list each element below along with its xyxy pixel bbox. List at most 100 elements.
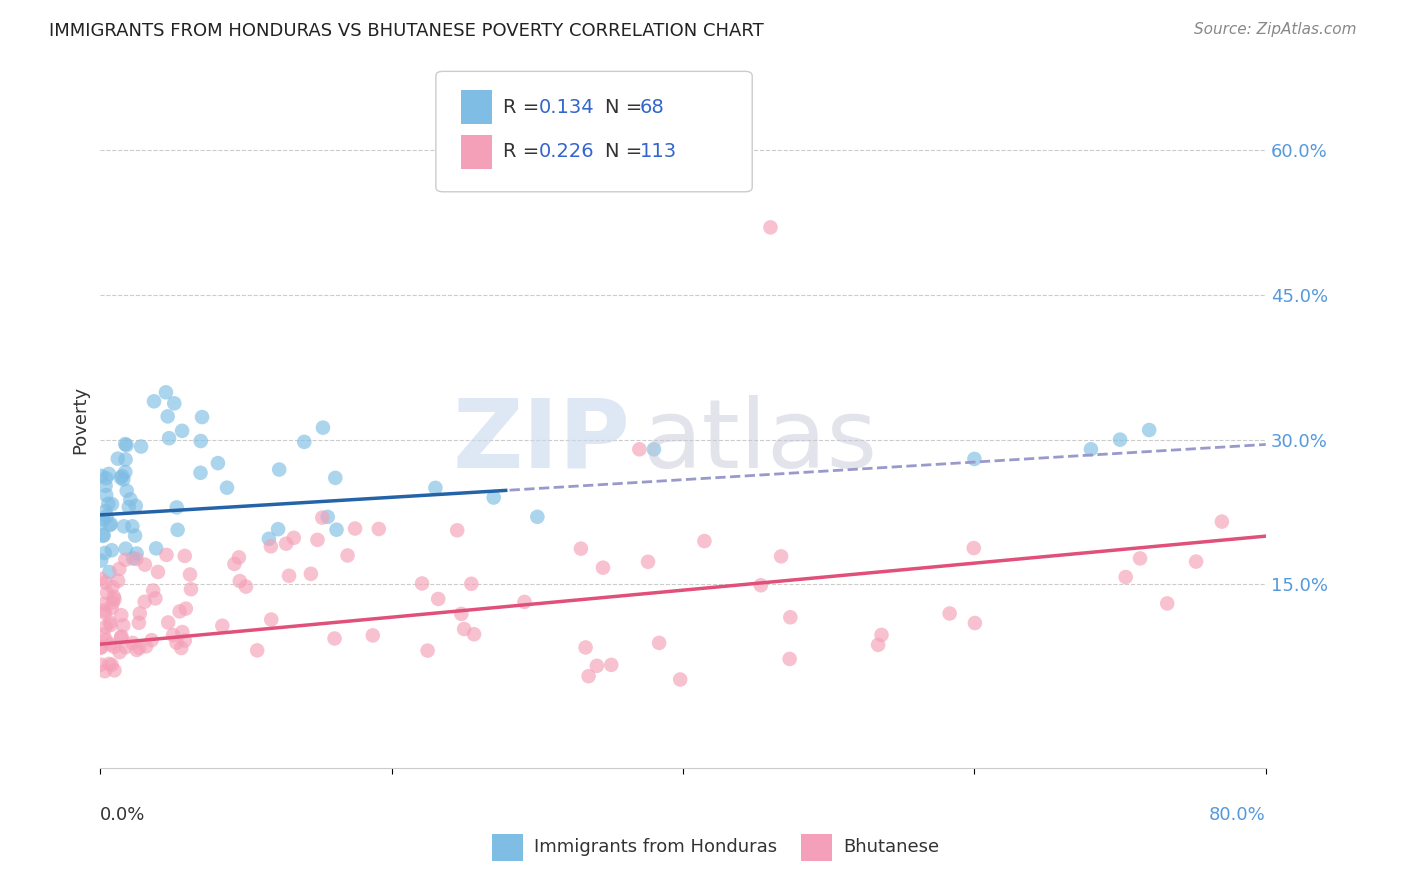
- Point: [460, 576, 482, 591]
- Point: [121, 636, 143, 650]
- Point: [367, 522, 389, 536]
- Point: [93, 528, 115, 542]
- Point: [94, 479, 117, 493]
- Text: Immigrants from Honduras: Immigrants from Honduras: [534, 838, 778, 856]
- Point: [463, 627, 485, 641]
- Text: N =: N =: [605, 97, 648, 117]
- Point: [749, 578, 772, 592]
- Point: [128, 615, 150, 630]
- Point: [101, 595, 124, 609]
- Point: [110, 608, 132, 623]
- Point: [96, 488, 118, 502]
- Text: 0.134: 0.134: [538, 97, 595, 117]
- Text: Bhutanese: Bhutanese: [844, 838, 939, 856]
- Point: [323, 471, 346, 485]
- Point: [90, 657, 112, 672]
- Point: [569, 541, 592, 556]
- Point: [323, 632, 346, 646]
- Point: [427, 591, 450, 606]
- Point: [174, 601, 197, 615]
- Point: [963, 452, 986, 467]
- Point: [112, 618, 135, 632]
- Point: [128, 640, 150, 655]
- Point: [107, 574, 129, 588]
- Point: [94, 546, 117, 560]
- Point: [526, 509, 548, 524]
- Text: N =: N =: [605, 142, 648, 161]
- Point: [180, 582, 202, 597]
- Point: [172, 424, 194, 438]
- Point: [513, 595, 536, 609]
- Text: 80.0%: 80.0%: [1209, 805, 1265, 824]
- Point: [453, 622, 475, 636]
- Point: [90, 516, 112, 530]
- Point: [779, 610, 801, 624]
- Point: [134, 595, 156, 609]
- Text: 113: 113: [640, 142, 676, 161]
- Point: [336, 549, 359, 563]
- Point: [108, 562, 131, 576]
- Point: [93, 597, 115, 611]
- Text: R =: R =: [503, 97, 546, 117]
- Point: [1211, 515, 1233, 529]
- Point: [98, 518, 121, 533]
- Point: [90, 469, 112, 483]
- Point: [1080, 442, 1102, 457]
- Text: IMMIGRANTS FROM HONDURAS VS BHUTANESE POVERTY CORRELATION CHART: IMMIGRANTS FROM HONDURAS VS BHUTANESE PO…: [49, 22, 763, 40]
- Point: [100, 600, 122, 615]
- Point: [103, 640, 125, 654]
- Point: [235, 580, 257, 594]
- Point: [90, 572, 112, 586]
- Point: [938, 607, 960, 621]
- Point: [578, 669, 600, 683]
- Text: 68: 68: [640, 97, 665, 117]
- Point: [141, 633, 163, 648]
- Point: [179, 567, 201, 582]
- Point: [312, 420, 335, 434]
- Point: [162, 628, 184, 642]
- Point: [779, 652, 801, 666]
- Point: [190, 434, 212, 448]
- Point: [94, 504, 117, 518]
- Point: [269, 462, 291, 476]
- Point: [1156, 597, 1178, 611]
- Point: [229, 574, 252, 588]
- Point: [166, 635, 188, 649]
- Point: [170, 640, 193, 655]
- Point: [276, 537, 298, 551]
- Point: [94, 606, 117, 620]
- Point: [98, 565, 121, 579]
- Point: [411, 576, 433, 591]
- Point: [191, 410, 214, 425]
- Point: [325, 523, 347, 537]
- Point: [125, 552, 148, 566]
- Point: [100, 618, 122, 632]
- Point: [101, 497, 124, 511]
- Point: [111, 469, 134, 483]
- Point: [173, 633, 195, 648]
- Text: atlas: atlas: [643, 394, 877, 488]
- Point: [103, 592, 125, 607]
- Point: [574, 640, 596, 655]
- Point: [600, 657, 623, 672]
- Point: [118, 500, 141, 514]
- Point: [173, 549, 195, 563]
- Point: [299, 566, 322, 581]
- Point: [114, 452, 136, 467]
- Point: [211, 619, 233, 633]
- Point: [122, 551, 145, 566]
- Point: [166, 523, 188, 537]
- Point: [157, 615, 180, 630]
- Point: [592, 560, 614, 574]
- Point: [100, 657, 122, 672]
- Point: [146, 565, 169, 579]
- Point: [316, 509, 339, 524]
- Point: [93, 512, 115, 526]
- Point: [155, 548, 177, 562]
- Point: [190, 466, 212, 480]
- Point: [637, 555, 659, 569]
- Point: [134, 558, 156, 572]
- Point: [135, 640, 157, 654]
- Point: [114, 541, 136, 556]
- Text: ZIP: ZIP: [453, 394, 631, 488]
